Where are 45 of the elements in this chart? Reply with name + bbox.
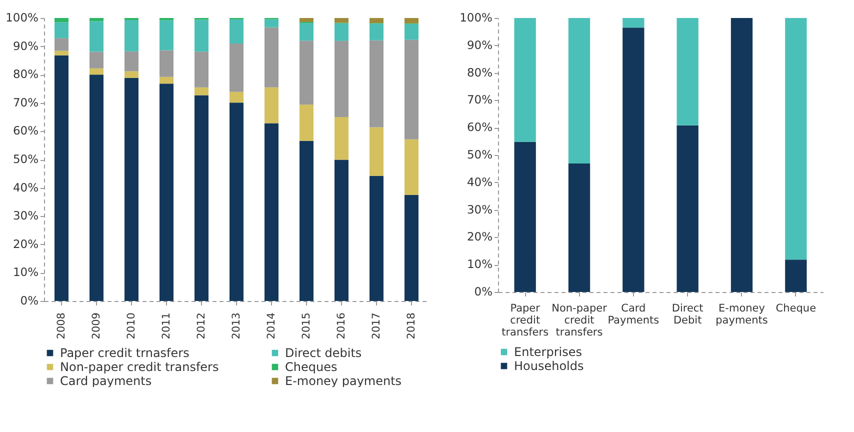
x-tick-label: 2011: [160, 312, 172, 340]
x-tick-label: Paper credit transfers: [502, 302, 549, 338]
y-tick-label: 20%: [12, 236, 39, 251]
x-tick-label: 2012: [196, 312, 208, 340]
x-tick-label: E-money payments: [716, 302, 768, 326]
y-tick-label: 20%: [466, 230, 493, 244]
x-tick-label: 2018: [406, 312, 418, 340]
y-tick-label: 0%: [474, 284, 493, 298]
y-tick-label: 50%: [12, 152, 39, 166]
x-tick-label: 2009: [90, 312, 102, 340]
x-tick-label: Card Payments: [608, 302, 660, 326]
y-tick-label: 80%: [466, 65, 493, 80]
x-tick-label: Non-paper credit transfers: [552, 302, 608, 338]
y-tick-label: 10%: [12, 265, 39, 280]
legend-label: Cheques: [285, 360, 338, 374]
y-tick-label: 90%: [12, 38, 39, 53]
x-tick-label: 2017: [370, 312, 382, 340]
y-tick-label: 40%: [466, 174, 493, 189]
y-tick-label: 100%: [6, 10, 39, 24]
y-tick-label: 100%: [460, 10, 493, 24]
x-tick-label: Cheque: [776, 302, 816, 314]
x-tick-label: 2014: [266, 312, 278, 340]
y-tick-label: 60%: [466, 120, 493, 134]
y-tick-label: 0%: [20, 294, 39, 308]
y-tick-label: 80%: [12, 67, 39, 82]
y-tick-label: 10%: [466, 257, 493, 272]
y-tick-label: 30%: [466, 202, 493, 216]
legend-label: Direct debits: [285, 346, 362, 360]
y-tick-label: 30%: [12, 208, 39, 223]
x-tick-label: 2008: [56, 312, 68, 340]
y-tick-label: 70%: [466, 92, 493, 107]
legend-label: Enterprises: [514, 345, 582, 359]
x-tick-label: 2015: [300, 312, 312, 340]
x-tick-label: 2010: [126, 312, 138, 340]
x-tick-label: 2016: [336, 312, 348, 340]
y-tick-label: 90%: [466, 38, 493, 52]
legend-label: Paper credit trnasfers: [60, 346, 190, 360]
y-tick-label: 40%: [12, 180, 39, 194]
x-tick-label: Direct Debit: [672, 302, 704, 326]
y-tick-label: 60%: [12, 124, 39, 138]
legend-label: Non-paper credit transfers: [60, 360, 219, 374]
legend-label: Households: [514, 359, 584, 373]
x-tick-label: 2013: [230, 312, 242, 340]
y-tick-label: 50%: [466, 148, 493, 162]
y-tick-label: 70%: [12, 95, 39, 110]
